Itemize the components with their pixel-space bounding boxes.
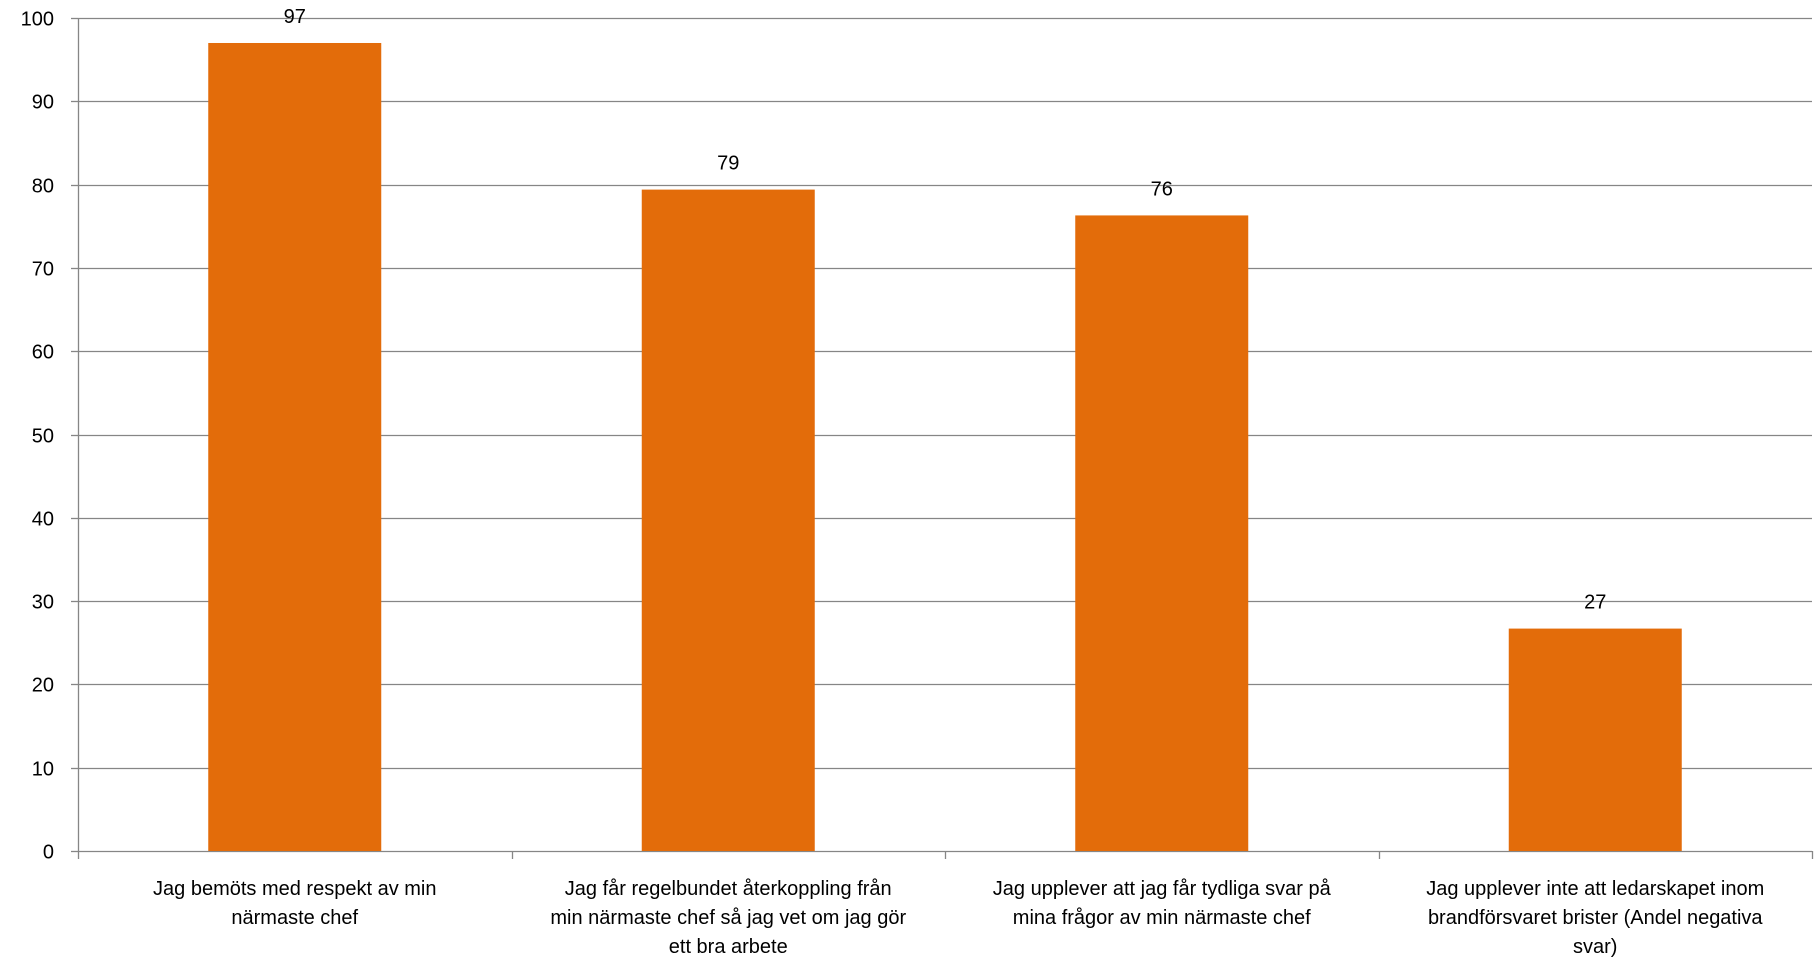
category-label: svar) [1573,936,1617,958]
y-tick-label: 70 [32,259,54,281]
y-tick-label: 0 [43,842,54,864]
category-label: Jag får regelbundet återkoppling från [565,878,892,900]
bar [1075,215,1249,851]
bars [208,42,1682,852]
category-label: Jag upplever inte att ledarskapet inom [1426,878,1764,900]
y-tick-label: 30 [32,592,54,614]
category-label: brandförsvaret brister (Andel negativa [1428,907,1763,929]
category-label: närmaste chef [231,907,358,929]
data-label: 79 [717,153,739,175]
bar [1508,628,1682,851]
category-label: ett bra arbete [669,936,788,958]
y-tick-label: 50 [32,426,54,448]
bar [208,42,382,852]
y-tick-label: 10 [32,759,54,781]
category-label: mina frågor av min närmaste chef [1013,907,1311,929]
bar [641,189,815,851]
category-label: Jag upplever att jag får tydliga svar på [993,878,1332,900]
category-label: Jag bemöts med respekt av min [153,878,436,900]
y-tick-label: 60 [32,342,54,364]
y-tick-label: 90 [32,92,54,114]
y-tick-label: 40 [32,509,54,531]
labels: 0 10 20 30 40 50 60 70 80 90 100 97 Jag bemöts med r… [21,6,1765,958]
data-label: 76 [1151,178,1173,200]
data-label: 97 [284,6,306,28]
y-tick-label: 20 [32,675,54,697]
y-tick-label: 100 [21,9,54,31]
category-label: min närmaste chef så jag vet om jag gör [550,907,906,929]
axes [71,17,1814,859]
data-label: 27 [1584,592,1606,614]
y-tick-label: 80 [32,176,54,198]
